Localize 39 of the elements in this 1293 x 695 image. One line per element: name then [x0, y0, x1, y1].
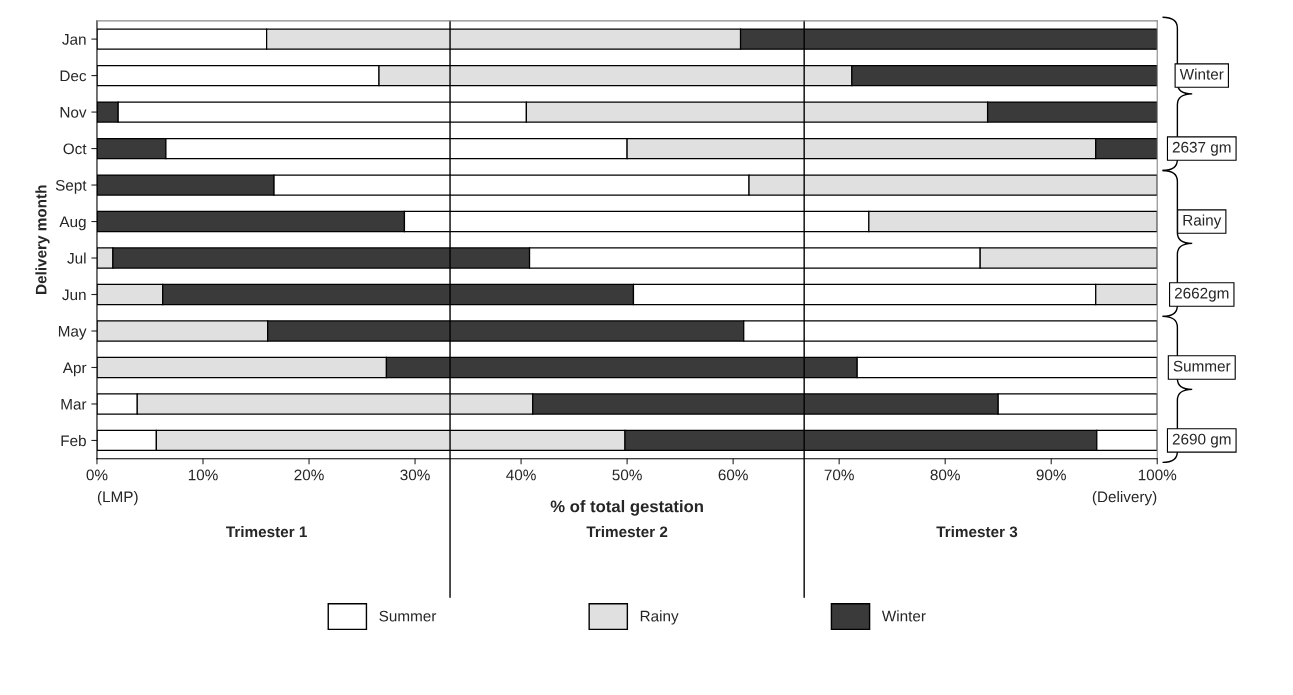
- y-tick-label: Dec: [60, 70, 87, 82]
- text: 2690 gm: [1172, 433, 1231, 448]
- y-tick-label: Jun: [62, 289, 86, 301]
- y-tick-label: Oct: [63, 143, 87, 155]
- legend-label: Winter: [881, 610, 926, 622]
- text: Winter: [1179, 68, 1224, 80]
- text: Rainy: [1183, 214, 1222, 229]
- y-tick-label: Nov: [60, 107, 87, 118]
- x-tick-label: 80%: [930, 469, 960, 481]
- y-tick-label: Sept: [55, 179, 87, 194]
- x-tick-label: 30%: [400, 469, 430, 481]
- x-tick-label: 60%: [718, 469, 748, 481]
- y-axis-title: Delivery month: [35, 185, 50, 294]
- x-tick-label: 100%: [1138, 469, 1177, 481]
- legend-label: Rainy: [640, 610, 679, 625]
- y-tick-label: May: [58, 326, 87, 340]
- x-axis-title: % of total gestation: [550, 500, 703, 516]
- text: Trimester 1: [226, 526, 307, 538]
- x-tick-label: 90%: [1036, 469, 1066, 481]
- text: (Delivery): [1092, 490, 1157, 506]
- y-tick-label: Jul: [67, 252, 86, 264]
- text: Trimester 2: [586, 526, 668, 538]
- x-tick-label: 0%: [86, 469, 108, 481]
- y-tick-label: Mar: [61, 398, 87, 410]
- x-tick-label: 70%: [824, 469, 854, 481]
- text: 2662gm: [1174, 287, 1229, 302]
- y-tick-label: Aug: [59, 216, 86, 231]
- text: Summer: [1173, 360, 1231, 372]
- y-tick-label: Feb: [61, 434, 86, 447]
- x-tick-label: 10%: [188, 469, 218, 481]
- legend-label: Summer: [379, 610, 437, 622]
- text: (LMP): [97, 490, 138, 506]
- x-tick-label: 40%: [506, 469, 536, 481]
- text: Trimester 3: [936, 526, 1018, 538]
- y-tick-label: Jan: [62, 34, 86, 45]
- y-tick-label: Apr: [62, 362, 87, 377]
- x-tick-label: 20%: [294, 469, 324, 481]
- x-tick-label: 50%: [612, 469, 642, 481]
- text: 2637 gm: [1172, 141, 1231, 156]
